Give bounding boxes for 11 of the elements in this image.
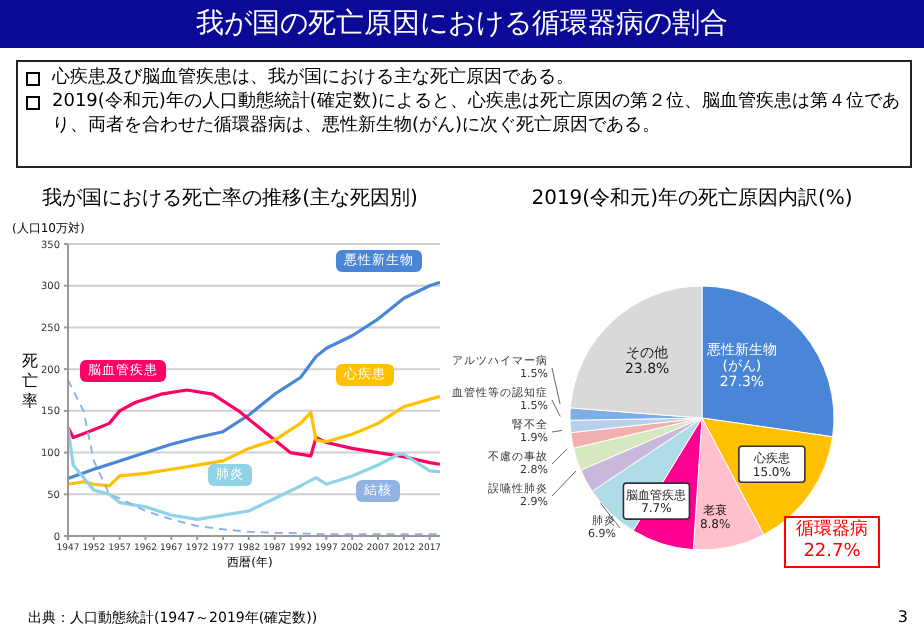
line-series: [68, 425, 440, 521]
text: 循環器病 22.7%: [796, 520, 868, 564]
chart-title: 2019(令和元)年の死亡原因内訳(%): [529, 185, 855, 212]
text: 心疾患及び脳血管疾患は、我が国における主な死亡原因である。: [52, 66, 574, 90]
y-axis-title: 死亡率: [20, 352, 40, 412]
text: 2019(令和元)年の人口動態統計(確定数)によると、心疾患は死亡原因の第２位、脳血管疾患は第４位であり、両者を合わせた循環器病は、悪性新生物(がん)に次ぐ死亡原因である。: [52, 90, 902, 138]
line-series: [68, 280, 440, 481]
chart-title: 我が国における死亡率の推移(主な死因別): [40, 185, 420, 212]
text: 我が国の死亡原因における循環器病の割合: [0, 0, 924, 48]
line-series: [68, 388, 440, 466]
text: 3: [897, 608, 908, 626]
